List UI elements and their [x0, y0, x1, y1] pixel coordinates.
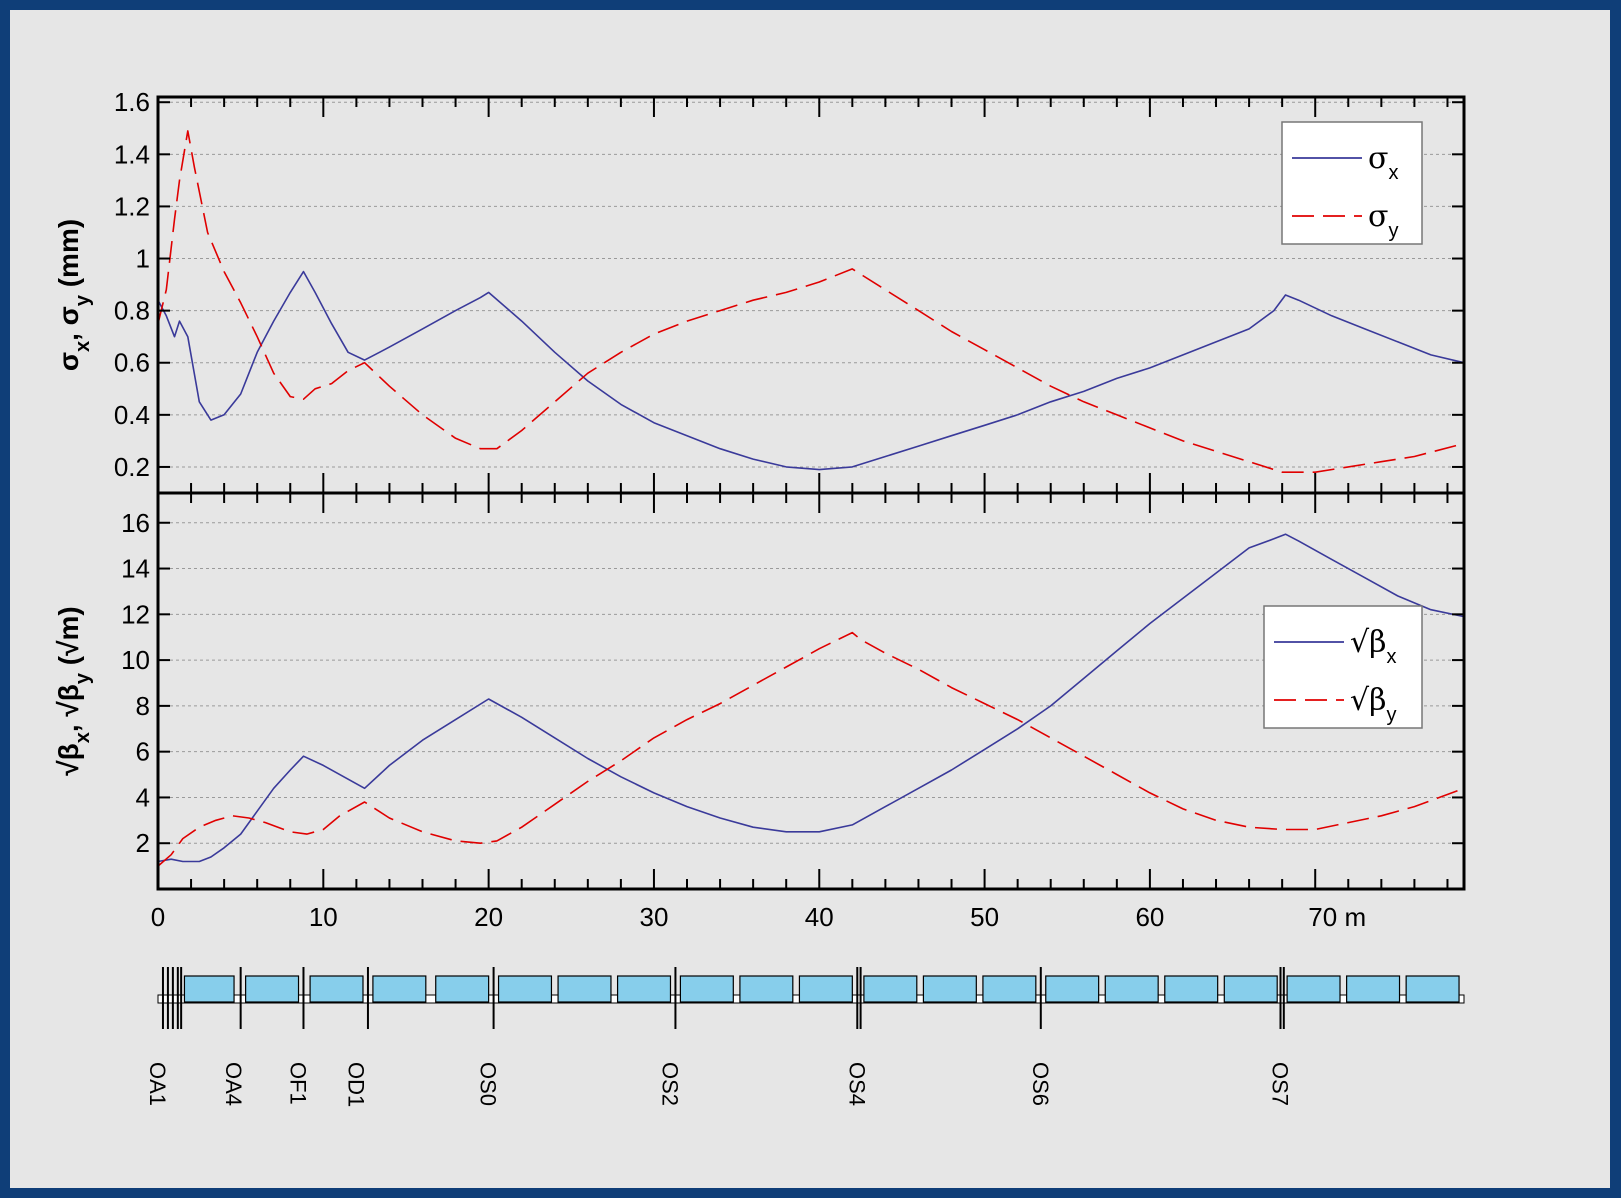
y-tick-label: 0.4	[114, 400, 150, 430]
dipole-magnet	[982, 975, 1037, 1003]
dipole-magnet	[922, 975, 977, 1003]
element-label: OA4	[221, 1062, 246, 1106]
dipole-magnet	[557, 975, 612, 1003]
x-tick-label: 50	[970, 902, 999, 932]
legend-label-x: σx	[1368, 141, 1398, 184]
series-line-x-panel1	[157, 533, 1465, 863]
x-tick-label: 40	[805, 902, 834, 932]
dipole-magnet	[1104, 975, 1159, 1003]
series-line-x-panel0	[157, 270, 1465, 471]
y-tick-label: 12	[121, 599, 150, 629]
element-label: OS6	[1028, 1062, 1053, 1106]
axes-layer	[156, 95, 1466, 891]
x-tick-label: 0	[151, 902, 165, 932]
dipole-magnet	[798, 975, 853, 1003]
legend-label-y: σy	[1368, 199, 1398, 242]
series-line-y-panel1	[157, 631, 1465, 867]
dipole-magnet	[1045, 975, 1100, 1003]
dipole-magnet	[309, 975, 364, 1003]
legend-box-panel0	[1281, 121, 1423, 245]
legend-label-sub: y	[1386, 704, 1396, 726]
x-tick-label: 20	[474, 902, 503, 932]
legend-label-base: σ	[1368, 141, 1388, 176]
series-layer	[157, 130, 1465, 867]
y-tick-label: 0.6	[114, 348, 150, 378]
element-label: OS0	[476, 1062, 501, 1106]
dipole-magnet	[1164, 975, 1219, 1003]
y-tick-label: 1.2	[114, 191, 150, 221]
x-tick-label: 10	[309, 902, 338, 932]
lattice-layout: OA1 OA4 OF1 OD1 OS0 OS2 OS4 OS6 OS7	[145, 967, 1465, 1107]
dipole-magnet	[1405, 975, 1460, 1003]
legend-label-sub: x	[1388, 162, 1398, 184]
axis-titles: σx, σy (mm) √βx, √βy (√m)	[53, 219, 94, 776]
dipole-magnet	[679, 975, 734, 1003]
series-line-y-panel0	[157, 130, 1465, 474]
legend-label-base: σ	[1368, 199, 1388, 234]
y-tick-label: 6	[136, 737, 150, 767]
element-label: OA1	[145, 1062, 170, 1106]
dipole-magnet	[497, 975, 553, 1003]
dipole-magnet	[616, 975, 672, 1003]
y-tick-label: 0.2	[114, 452, 150, 482]
y-tick-label: 1	[136, 244, 150, 274]
legend-label-base: √β	[1350, 625, 1386, 660]
x-tick-label: 60	[1135, 902, 1164, 932]
y-tick-label: 10	[121, 645, 150, 675]
y-axis-title-panel1: √βx, √βy (√m)	[53, 606, 94, 775]
dipole-magnet	[245, 975, 300, 1003]
element-label: OD1	[343, 1062, 368, 1107]
y-tick-label: 14	[121, 554, 150, 584]
legend-label-y: √βy	[1350, 683, 1396, 726]
figure-frame: 0.2 0.4 0.6 0.8 1 1.2 1.4 1.6 2 4 6 8 10 12 14 16 0 10 20 3…	[10, 10, 1610, 1188]
dipole-magnet	[183, 975, 235, 1003]
x-tick-label: 30	[639, 902, 668, 932]
dipole-magnet	[1223, 975, 1278, 1003]
y-tick-label: 16	[121, 508, 150, 538]
optics-chart: 0.2 0.4 0.6 0.8 1 1.2 1.4 1.6 2 4 6 8 10 12 14 16 0 10 20 3…	[53, 87, 1466, 1107]
element-label: OS2	[657, 1062, 682, 1106]
legend-label-sub: x	[1386, 646, 1396, 668]
legend-label-x: √βx	[1350, 625, 1396, 668]
element-label: OS4	[844, 1062, 869, 1106]
legend-label-sub: y	[1388, 220, 1398, 242]
dipole-magnet	[1286, 975, 1341, 1003]
y-tick-label: 1.6	[114, 87, 150, 117]
legend-box-panel1	[1263, 605, 1423, 729]
dipole-magnet	[863, 975, 918, 1003]
element-label: OF1	[286, 1062, 311, 1105]
dipole-magnet	[435, 975, 490, 1003]
tick-labels: 0.2 0.4 0.6 0.8 1 1.2 1.4 1.6 2 4 6 8 10 12 14 16 0 10 20 3…	[114, 87, 1366, 932]
y-tick-label: 0.8	[114, 296, 150, 326]
y-axis-title-panel0: σx, σy (mm)	[53, 219, 94, 371]
grid-lines	[158, 101, 1464, 844]
y-tick-label: 8	[136, 691, 150, 721]
y-tick-label: 2	[136, 828, 150, 858]
dipole-magnet	[1346, 975, 1401, 1003]
dipole-magnet	[739, 975, 794, 1003]
legend-label-base: √β	[1350, 683, 1386, 718]
y-tick-label: 1.4	[114, 139, 150, 169]
y-tick-label: 4	[136, 782, 150, 812]
dipole-magnet	[372, 975, 427, 1003]
x-tick-label: 70 m	[1308, 902, 1366, 932]
element-label: OS7	[1267, 1062, 1292, 1106]
